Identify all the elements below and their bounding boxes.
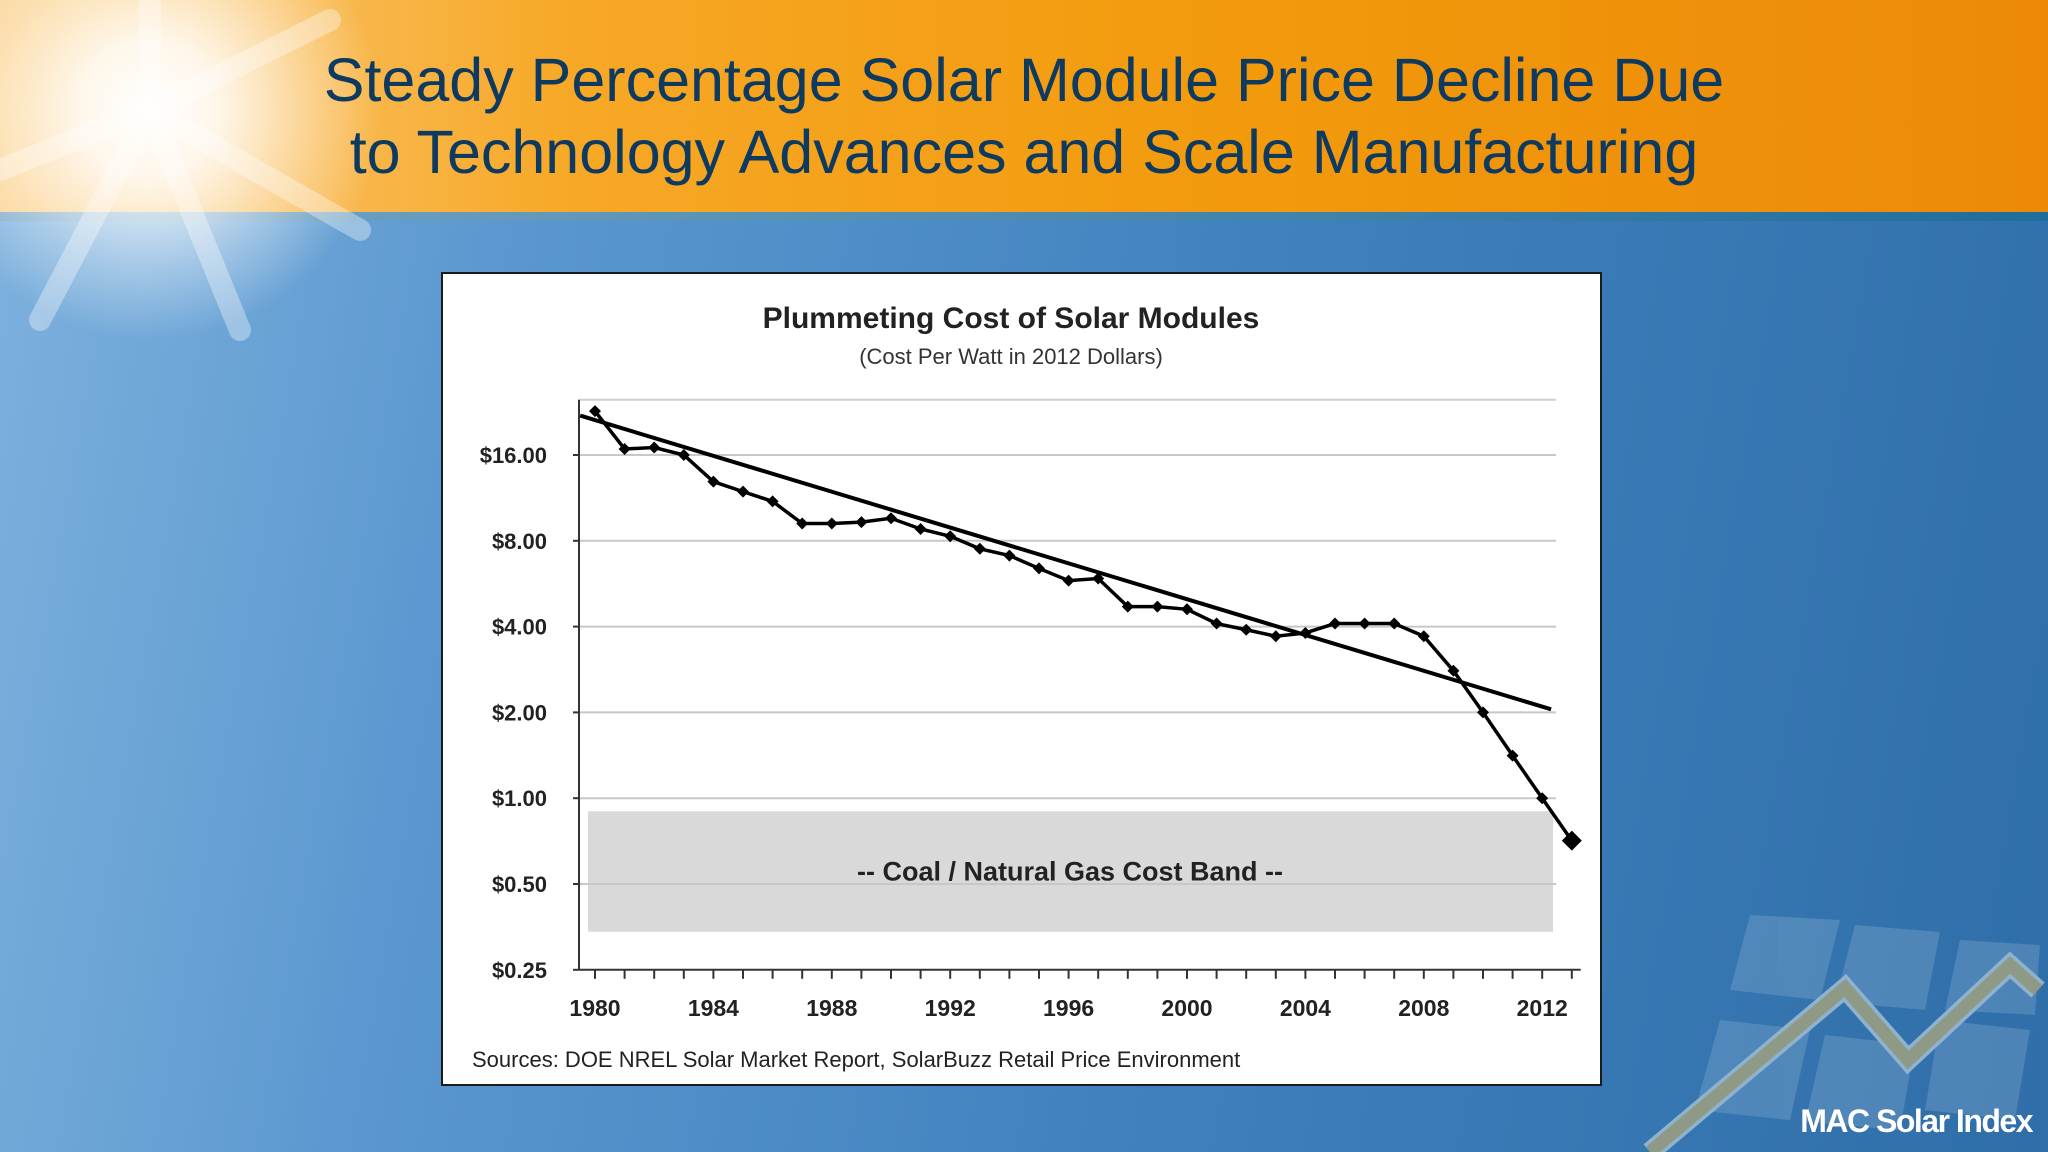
data-point	[1003, 549, 1016, 562]
data-point	[1536, 792, 1549, 805]
y-tick-label: $0.50	[492, 872, 547, 897]
data-point	[766, 495, 779, 508]
data-point	[648, 441, 661, 454]
data-point	[737, 485, 749, 498]
data-point	[618, 442, 631, 455]
data-point	[1358, 617, 1371, 630]
slide-title-line: to Technology Advances and Scale Manufac…	[349, 118, 1699, 186]
data-point	[1388, 617, 1401, 630]
header-divider	[0, 212, 2048, 221]
x-tick-label: 1996	[1043, 995, 1094, 1021]
data-point	[1240, 623, 1253, 636]
slide-title-line: Steady Percentage Solar Module Price Dec…	[323, 46, 1725, 114]
data-point	[1329, 617, 1341, 630]
x-tick-label: 1992	[925, 995, 976, 1021]
data-point	[1210, 617, 1223, 630]
trendline	[579, 413, 1552, 712]
data-point	[1561, 830, 1582, 851]
x-tick-label: 2012	[1517, 995, 1568, 1021]
x-tick-label: 1980	[569, 995, 620, 1021]
x-tick-label: 2000	[1161, 995, 1212, 1021]
data-point	[1121, 600, 1134, 613]
data-point	[885, 512, 897, 525]
x-tick-label: 1984	[688, 995, 739, 1021]
y-tick-label: $0.25	[492, 958, 547, 983]
data-point	[1269, 630, 1282, 643]
logo-graphic	[1643, 915, 2045, 1152]
data-point	[914, 523, 927, 536]
y-tick-label: $1.00	[492, 786, 547, 811]
data-point	[1506, 749, 1519, 762]
y-tick-label: $16.00	[480, 443, 547, 468]
data-point	[944, 530, 957, 543]
data-point	[1181, 603, 1193, 616]
data-point	[1447, 664, 1460, 677]
chart-subtitle: (Cost Per Watt in 2012 Dollars)	[859, 344, 1163, 369]
data-point	[1151, 600, 1164, 613]
cost-band	[588, 811, 1553, 932]
data-point	[1477, 706, 1489, 719]
y-tick-label: $4.00	[492, 615, 547, 640]
chart-title: Plummeting Cost of Solar Modules	[763, 302, 1260, 335]
data-point	[973, 542, 986, 555]
data-point	[707, 475, 720, 488]
data-point	[1417, 630, 1430, 643]
data-point	[1092, 572, 1105, 585]
data-point	[1299, 626, 1312, 639]
logo-text: MAC Solar Index	[1800, 1103, 2033, 1139]
x-tick-label: 2004	[1280, 995, 1331, 1021]
chart-source: Sources: DOE NREL Solar Market Report, S…	[472, 1047, 1240, 1072]
data-point	[589, 405, 601, 418]
data-point	[1033, 562, 1045, 575]
slide-title: Steady Percentage Solar Module Price Dec…	[0, 44, 2048, 188]
chart-panel: Plummeting Cost of Solar Modules (Cost P…	[441, 272, 1602, 1086]
y-tick-label: $8.00	[492, 529, 547, 554]
x-tick-label: 2008	[1398, 995, 1449, 1021]
data-point	[1062, 574, 1075, 587]
data-point	[677, 449, 690, 461]
series-line	[593, 410, 1574, 842]
data-point	[825, 517, 838, 530]
x-tick-label: 1988	[806, 995, 857, 1021]
y-tick-label: $2.00	[492, 700, 547, 725]
chart: Plummeting Cost of Solar Modules (Cost P…	[472, 302, 1582, 1072]
cost-band-label: -- Coal / Natural Gas Cost Band --	[857, 856, 1283, 886]
data-point	[796, 517, 809, 530]
data-point	[855, 516, 868, 529]
